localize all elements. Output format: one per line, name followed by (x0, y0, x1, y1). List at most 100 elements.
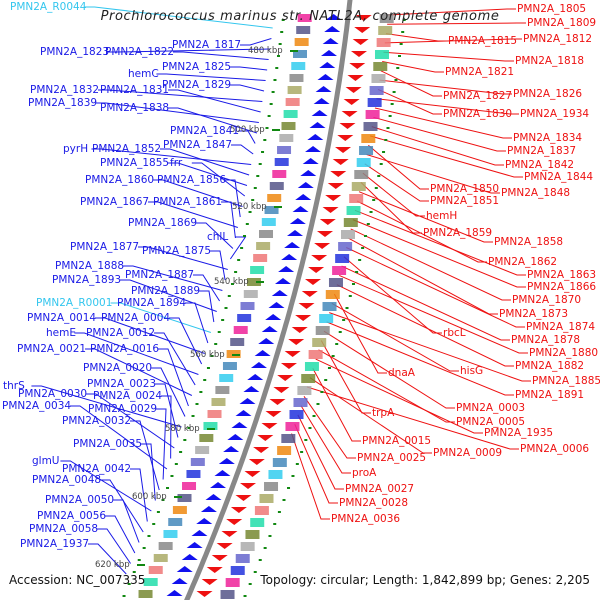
reverse-gene-box[interactable] (291, 62, 306, 70)
reverse-gene-arrow[interactable] (223, 446, 240, 452)
forward-gene-arrow[interactable] (201, 579, 218, 585)
right-gene-label[interactable]: proA (352, 467, 377, 479)
forward-gene-box[interactable] (272, 458, 287, 467)
left-gene-label[interactable]: PMN2A_1841 (170, 125, 239, 137)
reverse-gene-arrow[interactable] (274, 278, 291, 284)
reverse-gene-arrow[interactable] (231, 422, 248, 428)
right-gene-label[interactable]: hemH (426, 210, 457, 222)
forward-gene-arrow[interactable] (248, 459, 265, 465)
reverse-gene-arrow[interactable] (171, 578, 188, 584)
reverse-gene-box[interactable] (279, 134, 294, 142)
forward-gene-box[interactable] (371, 74, 386, 83)
reverse-gene-box[interactable] (172, 506, 187, 514)
right-gene-label[interactable]: PMN2A_1826 (513, 88, 582, 100)
forward-gene-box[interactable] (359, 146, 374, 155)
reverse-gene-box[interactable] (264, 206, 279, 214)
right-gene-label[interactable]: PMN2A_0009 (433, 447, 502, 459)
reverse-gene-box[interactable] (222, 362, 237, 370)
right-gene-label[interactable]: rbcL (443, 327, 466, 339)
forward-gene-box[interactable] (230, 566, 245, 575)
forward-gene-arrow[interactable] (352, 39, 369, 45)
right-gene-label[interactable]: PMN2A_1858 (494, 236, 563, 248)
forward-gene-box[interactable] (304, 362, 319, 371)
forward-gene-box[interactable] (264, 482, 279, 491)
forward-gene-box[interactable] (341, 230, 356, 239)
reverse-gene-box[interactable] (153, 554, 168, 562)
reverse-gene-arrow[interactable] (210, 482, 227, 488)
left-gene-label[interactable]: PMN2A_1825 (162, 61, 231, 73)
forward-gene-arrow[interactable] (257, 435, 274, 441)
left-gene-label[interactable]: PMN2A_0029 (88, 403, 157, 415)
reverse-gene-arrow[interactable] (239, 398, 256, 404)
forward-gene-arrow[interactable] (235, 495, 252, 501)
reverse-gene-arrow[interactable] (268, 302, 285, 308)
forward-gene-arrow[interactable] (206, 567, 223, 573)
right-gene-label[interactable]: PMN2A_1830 (443, 108, 512, 120)
reverse-gene-box[interactable] (207, 410, 222, 418)
right-gene-label[interactable]: PMN2A_1863 (527, 269, 596, 281)
left-gene-label[interactable]: PMN2A_0014 (27, 312, 96, 324)
left-gene-label[interactable]: PMN2A_0023 (87, 378, 156, 390)
forward-gene-arrow[interactable] (308, 267, 325, 273)
forward-gene-arrow[interactable] (337, 135, 354, 141)
left-gene-label[interactable]: PMN2A_0048 (32, 474, 101, 486)
right-gene-label[interactable]: PMN2A_1851 (430, 195, 499, 207)
forward-gene-box[interactable] (322, 302, 337, 311)
left-gene-label[interactable]: PMN2A_1869 (128, 217, 197, 229)
forward-gene-box[interactable] (293, 398, 308, 407)
left-gene-label[interactable]: PMN2A_1877 (70, 241, 139, 253)
right-gene-label[interactable]: PMN2A_1837 (507, 145, 576, 157)
reverse-gene-arrow[interactable] (218, 458, 235, 464)
forward-gene-arrow[interactable] (314, 243, 331, 249)
left-gene-label[interactable]: PMN2A_1852 (92, 143, 161, 155)
left-gene-label[interactable]: PMN2A_1839 (28, 97, 97, 109)
right-gene-label[interactable]: PMN2A_1885 (532, 375, 600, 387)
left-gene-label[interactable]: PMN2A_0012 (86, 327, 155, 339)
right-gene-label[interactable]: PMN2A_1818 (515, 55, 584, 67)
reverse-gene-arrow[interactable] (300, 170, 317, 176)
forward-gene-arrow[interactable] (280, 363, 297, 369)
reverse-gene-box[interactable] (261, 218, 276, 226)
forward-gene-box[interactable] (325, 290, 340, 299)
reverse-gene-arrow[interactable] (311, 110, 328, 116)
forward-gene-box[interactable] (373, 62, 388, 71)
left-gene-label[interactable]: PMN2A_1822 (105, 46, 174, 58)
forward-gene-box[interactable] (343, 218, 358, 227)
forward-gene-box[interactable] (356, 158, 371, 167)
right-gene-label[interactable]: PMN2A_1862 (488, 256, 557, 268)
right-gene-label[interactable]: PMN2A_1866 (527, 281, 596, 293)
left-gene-label[interactable]: PMN2A_1875 (142, 245, 211, 257)
forward-gene-arrow[interactable] (196, 591, 213, 597)
forward-gene-arrow[interactable] (327, 183, 344, 189)
reverse-gene-arrow[interactable] (281, 254, 298, 260)
reverse-gene-arrow[interactable] (247, 374, 264, 380)
reverse-gene-arrow[interactable] (243, 386, 260, 392)
reverse-gene-box[interactable] (246, 278, 261, 286)
reverse-gene-box[interactable] (168, 518, 183, 526)
reverse-gene-box[interactable] (296, 26, 311, 34)
reverse-gene-box[interactable] (230, 338, 245, 346)
left-gene-label[interactable]: PMN2A_0034 (2, 400, 71, 412)
right-gene-label[interactable]: PMN2A_1873 (499, 308, 568, 320)
reverse-gene-box[interactable] (203, 422, 218, 430)
reverse-gene-box[interactable] (294, 38, 309, 46)
forward-gene-box[interactable] (297, 386, 312, 395)
forward-gene-arrow[interactable] (341, 111, 358, 117)
left-gene-label[interactable]: PMN2A_1889 (131, 285, 200, 297)
forward-gene-arrow[interactable] (253, 447, 270, 453)
forward-gene-arrow[interactable] (244, 471, 261, 477)
forward-gene-arrow[interactable] (317, 231, 334, 237)
forward-gene-arrow[interactable] (221, 531, 238, 537)
reverse-gene-arrow[interactable] (176, 566, 193, 572)
reverse-gene-arrow[interactable] (289, 218, 306, 224)
reverse-gene-box[interactable] (211, 398, 226, 406)
right-gene-label[interactable]: PMN2A_1934 (520, 108, 589, 120)
right-gene-label[interactable]: PMN2A_1827 (443, 90, 512, 102)
left-gene-label[interactable]: PMN2A_0030 (18, 388, 87, 400)
forward-gene-arrow[interactable] (345, 87, 362, 93)
reverse-gene-box[interactable] (243, 290, 258, 298)
left-gene-label[interactable]: PMN2A_R0044 (10, 1, 87, 13)
left-gene-label[interactable]: PMN2A_R0001 (36, 297, 112, 309)
forward-gene-box[interactable] (378, 26, 393, 35)
left-gene-label[interactable]: PMN2A_0050 (45, 494, 114, 506)
